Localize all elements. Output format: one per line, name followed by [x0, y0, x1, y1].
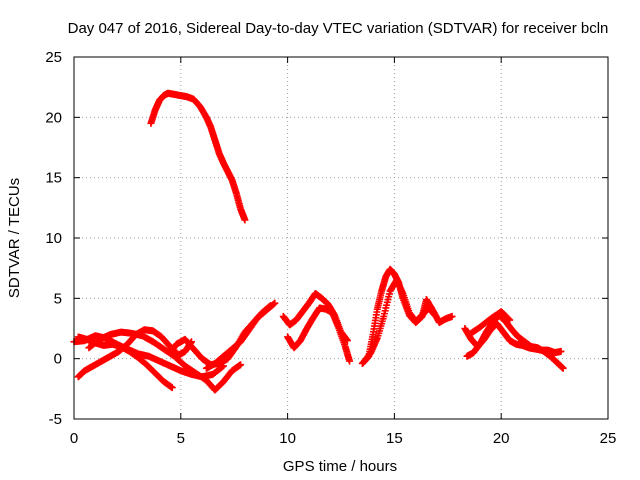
- series-arc-d: [74, 326, 195, 381]
- data-point: [237, 361, 245, 369]
- x-tick-label: 25: [600, 430, 617, 447]
- axis-ticks: 0 5 10 15 20 25 -5 0 5 10 15 20 25: [45, 49, 616, 447]
- data-point: [241, 216, 249, 224]
- y-tick-label: 5: [54, 290, 62, 307]
- series-arc-f: [202, 299, 279, 372]
- x-tick-label: 0: [70, 430, 78, 447]
- data-point: [448, 312, 456, 320]
- series-arc-early-high: [147, 89, 249, 224]
- series-arc-i: [358, 265, 456, 367]
- grid-lines: [74, 57, 608, 419]
- data-point: [271, 299, 279, 307]
- y-tick-label: -5: [49, 411, 62, 428]
- series-arc-m: [465, 308, 514, 339]
- y-tick-label: 0: [54, 351, 62, 368]
- data-point-interp: [505, 315, 513, 323]
- data-point: [168, 384, 176, 392]
- x-tick-label: 15: [386, 430, 403, 447]
- x-tick-label: 5: [177, 430, 185, 447]
- data-points: [70, 89, 567, 394]
- chart-title: Day 047 of 2016, Sidereal Day-to-day VTE…: [68, 20, 609, 37]
- x-axis-label: GPS time / hours: [283, 458, 397, 475]
- y-tick-label: 25: [45, 49, 62, 66]
- series-arc-c: [85, 328, 245, 394]
- y-tick-label: 15: [45, 170, 62, 187]
- data-point-interp: [270, 300, 278, 308]
- y-tick-label: 10: [45, 230, 62, 247]
- y-axis-label: SDTVAR / TECUs: [6, 178, 23, 298]
- y-tick-label: 20: [45, 109, 62, 126]
- series-arc-j: [360, 276, 439, 365]
- data-point: [506, 316, 514, 324]
- data-point: [557, 347, 565, 355]
- x-tick-label: 10: [279, 430, 296, 447]
- data-point: [346, 357, 354, 365]
- data-point: [559, 364, 567, 372]
- x-tick-label: 20: [493, 430, 510, 447]
- series-arc-h: [284, 304, 354, 365]
- data-point: [431, 311, 439, 319]
